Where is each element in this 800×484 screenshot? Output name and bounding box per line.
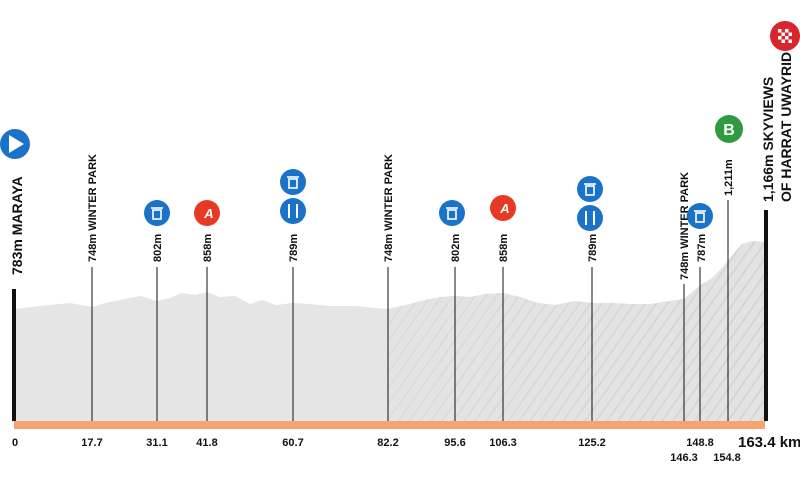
feed-zone-marker[interactable] [577,176,603,202]
finish-label-line1: 1,166m SKYVIEWS [760,77,776,202]
point-label: 1,211m [723,159,735,196]
food-marker[interactable] [577,205,603,231]
km-label: 60.7 [282,437,303,449]
km-label: 146.3 [670,452,698,464]
start-marker[interactable] [0,129,30,159]
svg-text:B: B [723,122,735,139]
km-label: 17.7 [81,437,102,449]
km-label: 154.8 [713,452,741,464]
bin-icon [280,169,306,195]
feed-zone-marker[interactable] [439,200,465,226]
svg-text:A: A [499,201,509,216]
fork-knife-icon [577,205,603,231]
sprint-a-icon [194,200,220,226]
point-label: 858m [202,234,214,262]
finish-post [764,210,768,421]
feed-zone-marker[interactable] [144,200,170,226]
feed-zone-marker[interactable] [687,203,713,229]
km-label: 41.8 [196,437,217,449]
terrain-texture [388,241,765,421]
point-label: 748m WINTER PARK [383,154,395,262]
point-label: 789m [288,234,300,262]
svg-text:A: A [203,206,213,221]
point-label: 789m [587,234,599,262]
point-label: 802m [152,234,164,262]
feed-zone-marker[interactable] [280,169,306,195]
start-label: 783m MARAYA [9,176,25,275]
km-label: 148.8 [686,437,714,449]
point-label: 802m [450,234,462,262]
km-label: 125.2 [578,437,606,449]
point-label: 748m WINTER PARK [87,154,99,262]
km-label: 82.2 [377,437,398,449]
finish-label-line2: OF HARRAT UWAYRID [778,52,794,202]
intermediate-sprint-marker[interactable]: A [194,200,220,226]
km-label: 95.6 [444,437,465,449]
km-label: 31.1 [146,437,167,449]
km-label: 106.3 [489,437,517,449]
food-marker[interactable] [280,198,306,224]
route-baseline [14,421,765,429]
bin-icon [144,200,170,226]
bin-icon [687,203,713,229]
finish-km-label: 163.4 km [738,434,800,451]
climb-b-icon [715,115,743,143]
point-label: 858m [498,234,510,262]
intermediate-sprint-marker[interactable]: A [490,195,516,221]
point-label: 787m [696,234,708,262]
point-label: 748m WINTER PARK [679,172,691,280]
bin-icon [577,176,603,202]
start-km-label: 0 [12,437,18,449]
bin-icon [439,200,465,226]
climb-marker[interactable]: B [715,115,743,143]
sprint-a-icon [490,195,516,221]
start-post [12,289,16,421]
finish-marker[interactable] [770,21,800,51]
fork-knife-icon [280,198,306,224]
